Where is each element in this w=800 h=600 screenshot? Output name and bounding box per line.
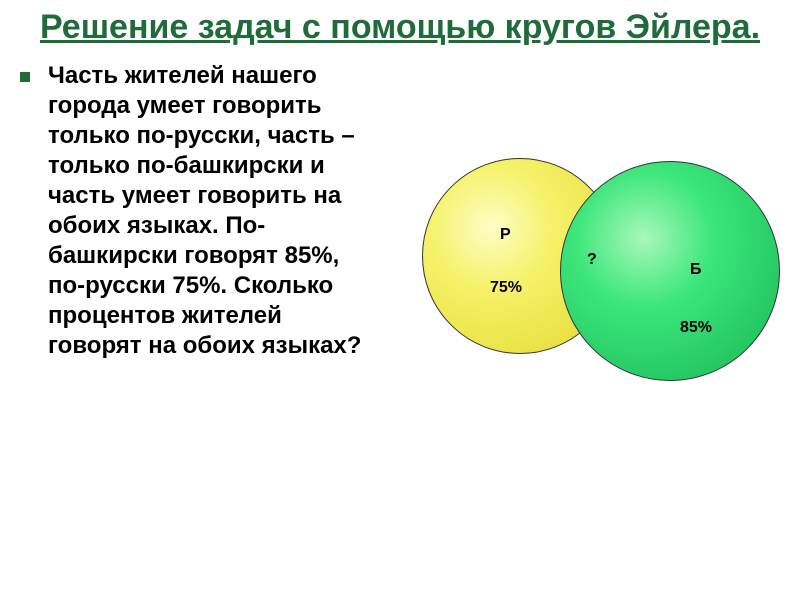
problem-text-block: Часть жителей нашего города умеет говори… <box>0 61 380 481</box>
venn-right-label: Б <box>690 261 702 279</box>
page-title: Решение задач с помощью кругов Эйлера. <box>0 0 800 49</box>
venn-left-label: Р <box>500 226 511 244</box>
venn-intersection-label: ? <box>587 251 597 269</box>
content-row: Часть жителей нашего города умеет говори… <box>0 49 800 481</box>
problem-text: Часть жителей нашего города умеет говори… <box>48 62 361 359</box>
bullet-icon <box>20 72 30 82</box>
venn-right-percent: 85% <box>680 319 712 337</box>
venn-circle-right <box>560 161 780 381</box>
venn-diagram: Р 75% Б 85% ? <box>380 61 780 481</box>
venn-left-percent: 75% <box>490 279 522 297</box>
